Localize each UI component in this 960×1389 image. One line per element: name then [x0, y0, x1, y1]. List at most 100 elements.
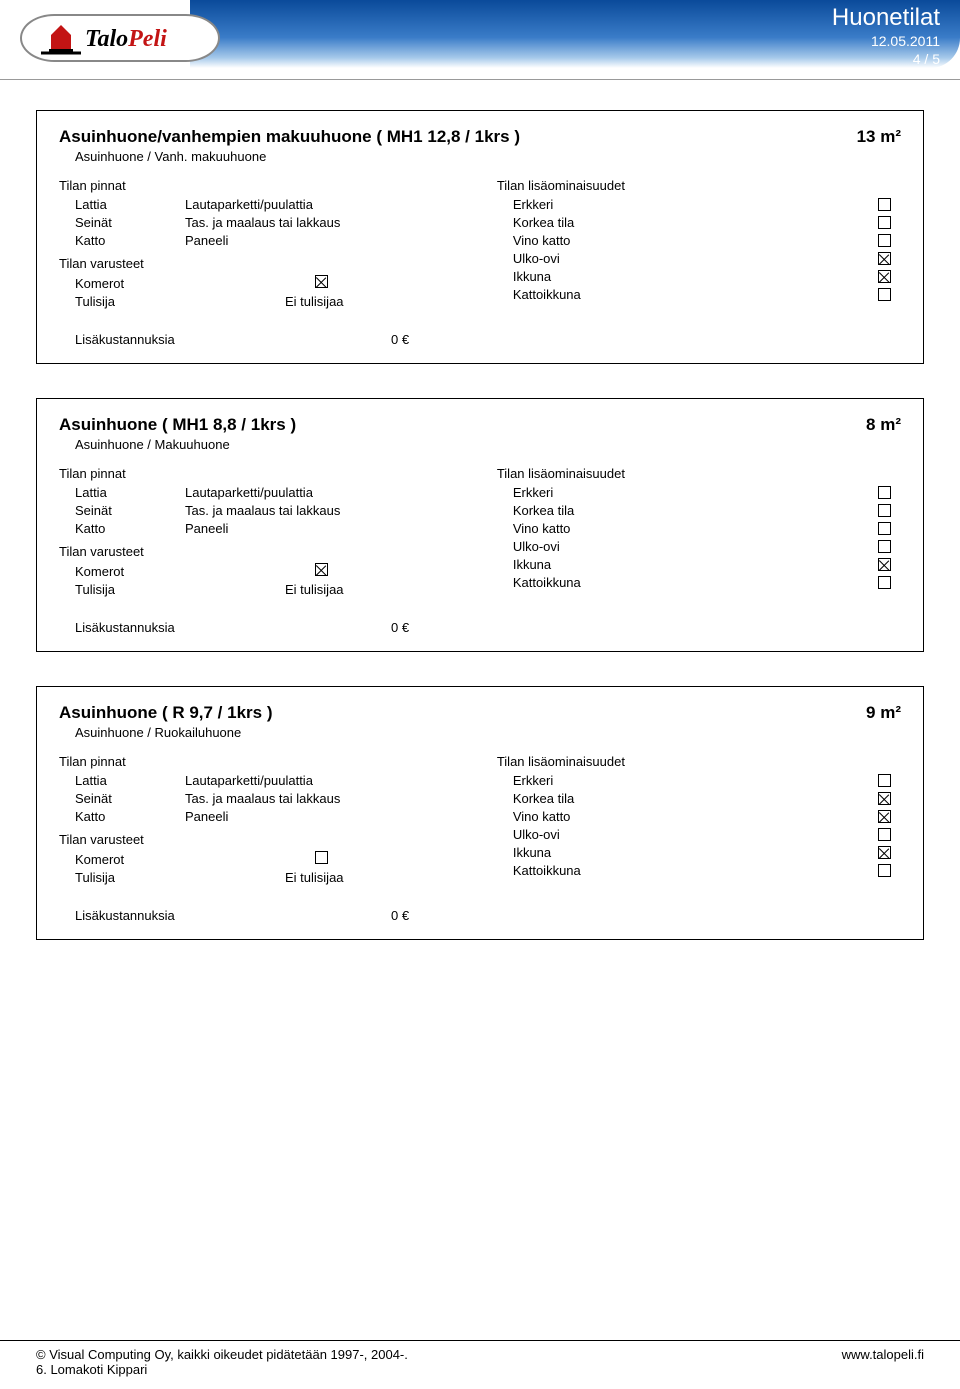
feature-kattoikkuna: Kattoikkuna [513, 287, 901, 302]
walls-row: Seinät Tas. ja maalaus tai lakkaus [75, 791, 497, 806]
checkbox-icon [878, 540, 891, 553]
svg-text:TaloPeli: TaloPeli [85, 26, 167, 52]
fireplace-val: Ei tulisijaa [185, 294, 497, 309]
feature-erkkeri: Erkkeri [513, 197, 901, 212]
footer-copyright: © Visual Computing Oy, kaikki oikeudet p… [36, 1347, 408, 1362]
extra-cost-row: Lisäkustannuksia 0 € [75, 908, 901, 923]
header-page: 4 / 5 [832, 50, 940, 68]
logo: TaloPeli [20, 14, 220, 62]
floor-key: Lattia [75, 197, 185, 212]
footer-url: www.talopeli.fi [842, 1347, 924, 1377]
fireplace-val: Ei tulisijaa [185, 870, 497, 885]
fireplace-key: Tulisija [75, 582, 185, 597]
room-card: Asuinhuone/vanhempien makuuhuone ( MH1 1… [36, 110, 924, 364]
header-text: Huonetilat 12.05.2011 4 / 5 [832, 4, 940, 68]
floor-key: Lattia [75, 773, 185, 788]
floor-val: Lautaparketti/puulattia [185, 773, 497, 788]
checkbox-icon [878, 864, 891, 877]
checkbox-icon [315, 563, 328, 576]
checkbox-icon [878, 198, 891, 211]
extra-value: 0 € [391, 620, 409, 635]
checkbox-icon [878, 846, 891, 859]
checkbox-icon [315, 851, 328, 864]
page-footer: © Visual Computing Oy, kaikki oikeudet p… [0, 1340, 960, 1377]
walls-row: Seinät Tas. ja maalaus tai lakkaus [75, 215, 497, 230]
closets-val [185, 563, 497, 579]
feature-vino: Vino katto [513, 521, 901, 536]
room-area: 9 m² [866, 703, 901, 723]
room-right-col: Tilan lisäominaisuudet Erkkeri Korkea ti… [497, 754, 901, 888]
surfaces-label: Tilan pinnat [59, 466, 497, 481]
feature-ulko: Ulko-ovi [513, 251, 901, 266]
extra-label: Lisäkustannuksia [75, 908, 391, 923]
floor-row: Lattia Lautaparketti/puulattia [75, 485, 497, 500]
surfaces-label: Tilan pinnat [59, 178, 497, 193]
room-columns: Tilan pinnat Lattia Lautaparketti/puulat… [59, 754, 901, 888]
floor-row: Lattia Lautaparketti/puulattia [75, 773, 497, 788]
extra-value: 0 € [391, 332, 409, 347]
ceiling-key: Katto [75, 521, 185, 536]
feature-ikkuna: Ikkuna [513, 557, 901, 572]
extra-cost-row: Lisäkustannuksia 0 € [75, 620, 901, 635]
header-title: Huonetilat [832, 4, 940, 32]
room-title: Asuinhuone ( R 9,7 / 1krs ) [59, 703, 273, 723]
room-area: 13 m² [857, 127, 901, 147]
extra-label: Lisäkustannuksia [75, 620, 391, 635]
ceiling-key: Katto [75, 233, 185, 248]
ceiling-row: Katto Paneeli [75, 521, 497, 536]
logo-text-2: Peli [127, 26, 167, 52]
room-title: Asuinhuone ( MH1 8,8 / 1krs ) [59, 415, 296, 435]
logo-svg: TaloPeli [35, 19, 205, 57]
fireplace-key: Tulisija [75, 870, 185, 885]
closets-row: Komerot [75, 851, 497, 867]
logo-text-1: Talo [85, 26, 128, 52]
walls-key: Seinät [75, 215, 185, 230]
walls-key: Seinät [75, 503, 185, 518]
fireplace-row: Tulisija Ei tulisijaa [75, 582, 497, 597]
feature-ikkuna: Ikkuna [513, 269, 901, 284]
floor-val: Lautaparketti/puulattia [185, 485, 497, 500]
floor-row: Lattia Lautaparketti/puulattia [75, 197, 497, 212]
closets-key: Komerot [75, 852, 185, 867]
features-label: Tilan lisäominaisuudet [497, 466, 901, 481]
ceiling-val: Paneeli [185, 233, 497, 248]
checkbox-icon [878, 234, 891, 247]
room-right-col: Tilan lisäominaisuudet Erkkeri Korkea ti… [497, 178, 901, 312]
ceiling-val: Paneeli [185, 809, 497, 824]
features-label: Tilan lisäominaisuudet [497, 754, 901, 769]
feature-korkea: Korkea tila [513, 503, 901, 518]
checkbox-icon [315, 275, 328, 288]
room-subtitle: Asuinhuone / Ruokailuhuone [75, 725, 901, 740]
room-right-col: Tilan lisäominaisuudet Erkkeri Korkea ti… [497, 466, 901, 600]
room-header: Asuinhuone/vanhempien makuuhuone ( MH1 1… [59, 127, 901, 147]
closets-row: Komerot [75, 275, 497, 291]
walls-key: Seinät [75, 791, 185, 806]
ceiling-val: Paneeli [185, 521, 497, 536]
walls-val: Tas. ja maalaus tai lakkaus [185, 503, 497, 518]
fireplace-row: Tulisija Ei tulisijaa [75, 870, 497, 885]
page-header: TaloPeli Huonetilat 12.05.2011 4 / 5 [0, 0, 960, 80]
feature-ulko: Ulko-ovi [513, 539, 901, 554]
walls-val: Tas. ja maalaus tai lakkaus [185, 791, 497, 806]
checkbox-icon [878, 522, 891, 535]
fireplace-val: Ei tulisijaa [185, 582, 497, 597]
equipment-label: Tilan varusteet [59, 544, 497, 559]
walls-val: Tas. ja maalaus tai lakkaus [185, 215, 497, 230]
checkbox-icon [878, 792, 891, 805]
feature-kattoikkuna: Kattoikkuna [513, 575, 901, 590]
page-body: Asuinhuone/vanhempien makuuhuone ( MH1 1… [0, 80, 960, 984]
surfaces-label: Tilan pinnat [59, 754, 497, 769]
feature-korkea: Korkea tila [513, 215, 901, 230]
checkbox-icon [878, 504, 891, 517]
checkbox-icon [878, 270, 891, 283]
ceiling-row: Katto Paneeli [75, 809, 497, 824]
header-date: 12.05.2011 [832, 32, 940, 50]
closets-key: Komerot [75, 564, 185, 579]
room-columns: Tilan pinnat Lattia Lautaparketti/puulat… [59, 178, 901, 312]
fireplace-row: Tulisija Ei tulisijaa [75, 294, 497, 309]
floor-key: Lattia [75, 485, 185, 500]
closets-val [185, 275, 497, 291]
room-card: Asuinhuone ( R 9,7 / 1krs ) 9 m² Asuinhu… [36, 686, 924, 940]
feature-erkkeri: Erkkeri [513, 485, 901, 500]
feature-vino: Vino katto [513, 809, 901, 824]
